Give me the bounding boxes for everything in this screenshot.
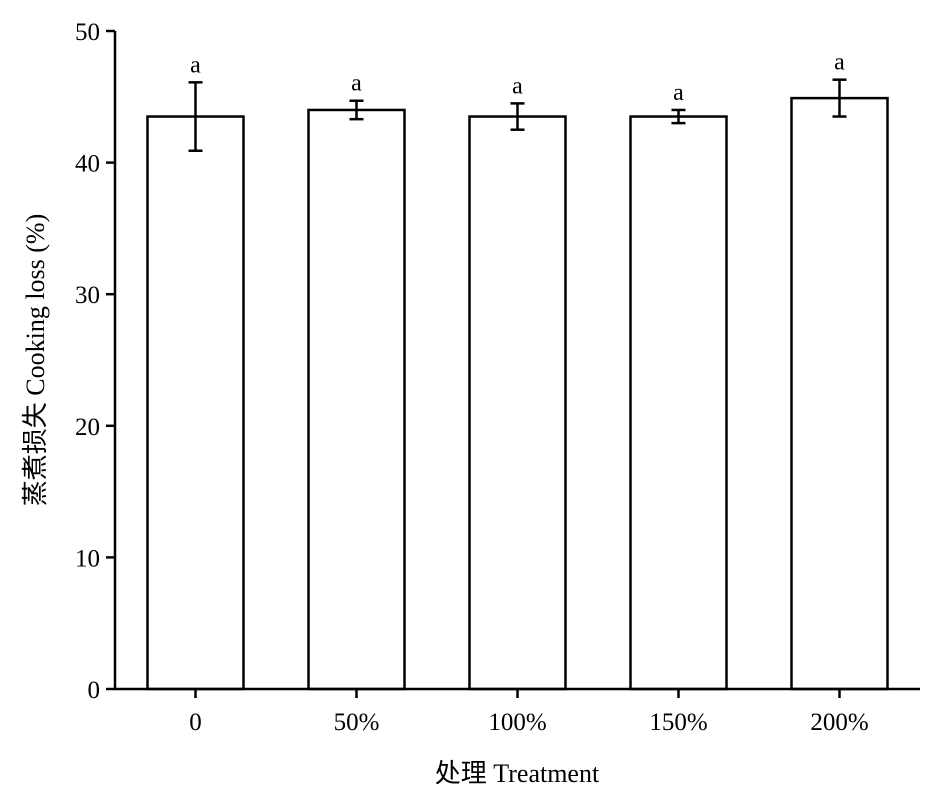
y-axis-title: 蒸煮损失 Cooking loss (%) <box>21 214 50 507</box>
y-tick-label-1: 10 <box>75 545 100 572</box>
bar-1 <box>307 108 406 691</box>
significance-letter-2: a <box>512 73 523 99</box>
bar-3 <box>629 115 728 691</box>
x-tick-label-3: 150% <box>649 709 707 736</box>
significance-letter-0: a <box>190 52 201 78</box>
x-tick-label-1: 50% <box>334 709 380 736</box>
bars-layer <box>146 96 889 691</box>
y-tick-label-3: 30 <box>75 282 100 309</box>
y-tick-label-2: 20 <box>75 414 100 441</box>
y-ticks: 0 10 20 30 40 50 <box>75 19 115 704</box>
x-tick-label-2: 100% <box>488 709 546 736</box>
significance-letter-4: a <box>834 50 845 76</box>
x-tick-label-4: 200% <box>810 709 868 736</box>
significance-letters-layer: a a a a a <box>190 50 845 106</box>
bar-2 <box>468 115 567 691</box>
x-ticks: 0 50% 100% 150% 200% <box>189 689 869 736</box>
y-tick-label-4: 40 <box>75 151 100 178</box>
significance-letter-1: a <box>351 71 362 97</box>
x-axis-title: 处理 Treatment <box>435 759 600 788</box>
y-tick-label-0: 0 <box>88 677 101 704</box>
x-tick-label-0: 0 <box>189 709 202 736</box>
y-tick-label-5: 50 <box>75 19 100 46</box>
significance-letter-3: a <box>673 80 684 106</box>
bar-0 <box>146 115 245 691</box>
error-bars-layer <box>188 78 847 153</box>
bar-4 <box>790 96 889 691</box>
